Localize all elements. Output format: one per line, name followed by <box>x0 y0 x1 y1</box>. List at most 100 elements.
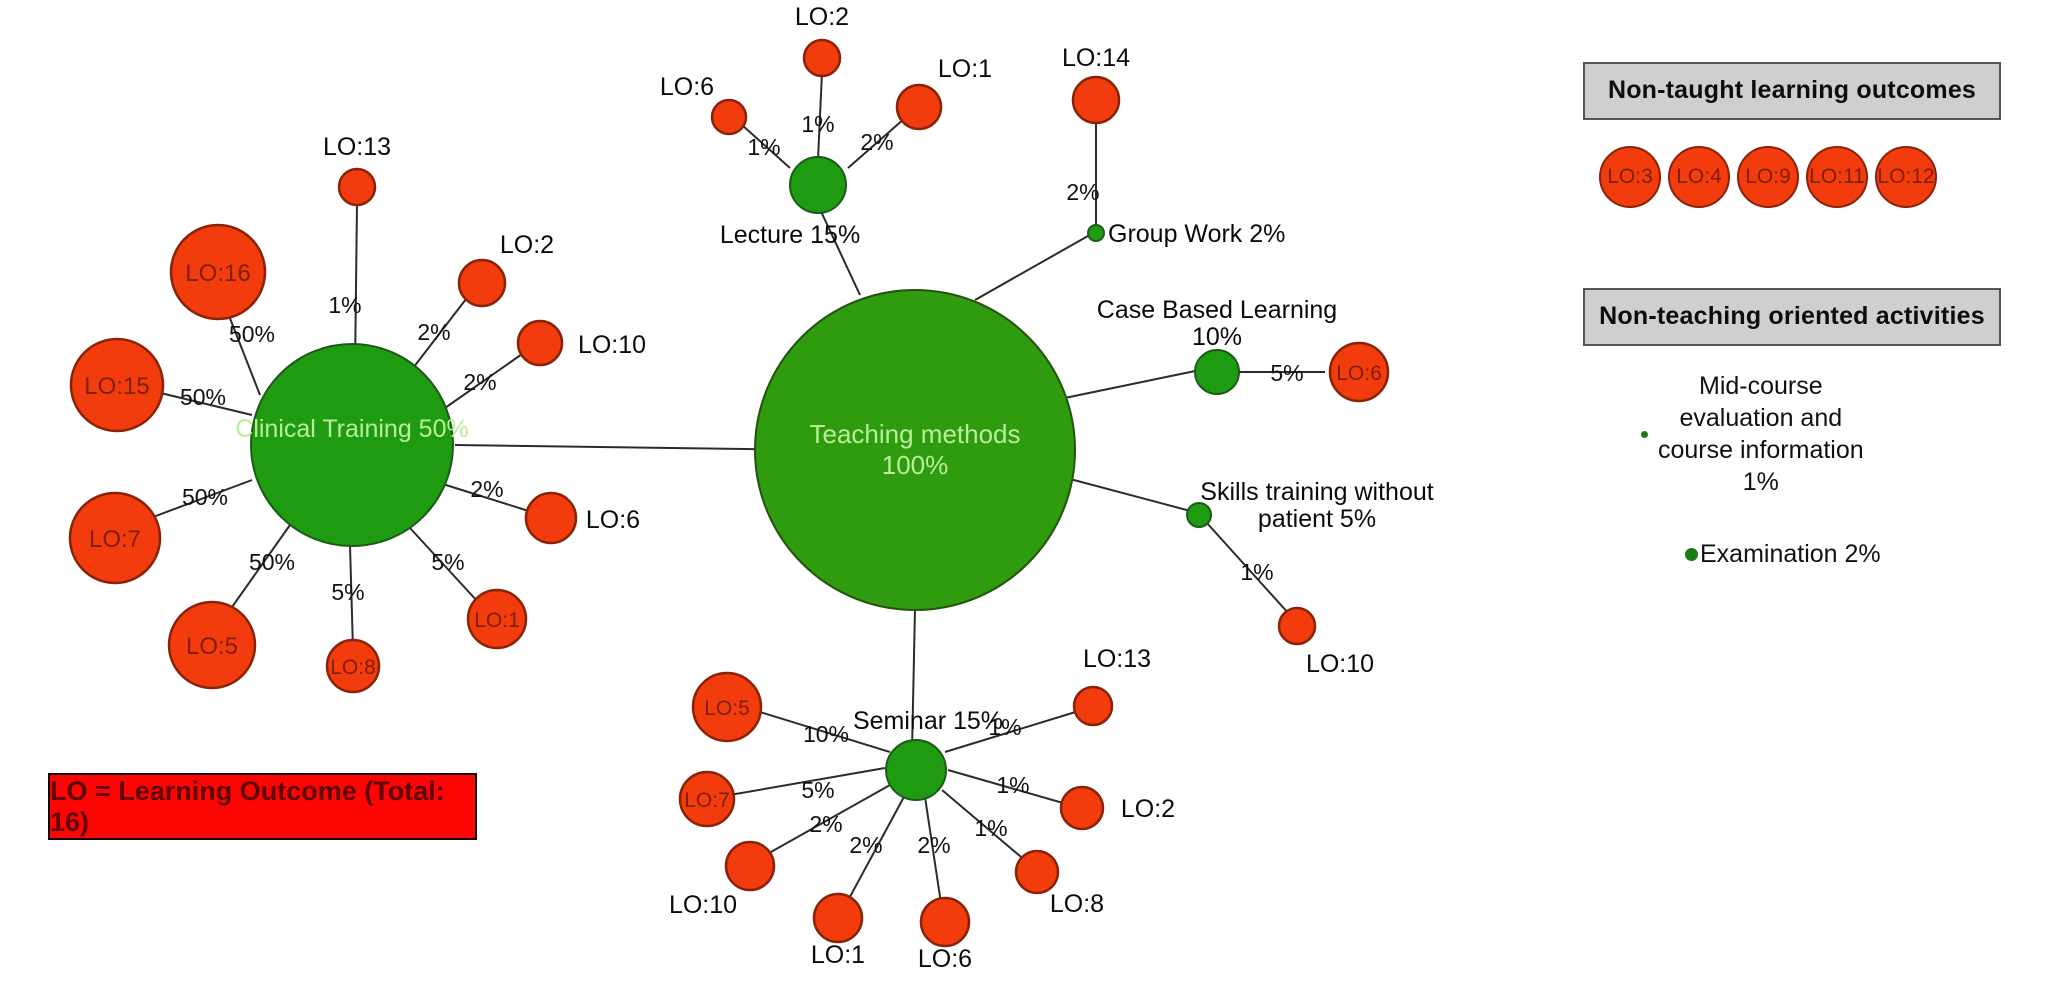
pct-seminar-lo8: 1% <box>974 815 1007 841</box>
non-teaching-legend-panel: Non-teaching oriented activities Mid-cou… <box>1583 288 2001 569</box>
node-lo-6-lecture[interactable] <box>710 98 748 136</box>
node-lo-2-clinical[interactable] <box>457 258 507 308</box>
pct-seminar-lo1: 2% <box>849 832 882 858</box>
pct-seminar-lo2: 1% <box>996 772 1029 798</box>
mid-course-text: Mid-course evaluation and course informa… <box>1658 370 1864 498</box>
edge-seminar-lo10 <box>761 784 891 858</box>
examination-bullet-icon <box>1685 548 1698 561</box>
pct-clinical-lo10: 2% <box>463 369 496 395</box>
pct-seminar-lo13: 1% <box>988 714 1021 740</box>
lo-definition-text: LO = Learning Outcome (Total: 16) <box>50 775 445 837</box>
edge-hub-casebased <box>1054 369 1201 401</box>
node-lo-5-clinical[interactable] <box>167 600 257 690</box>
node-case-based-learning[interactable] <box>1194 349 1240 395</box>
node-lo-13-seminar[interactable] <box>1072 685 1114 727</box>
node-lo-10-seminar[interactable] <box>724 840 776 892</box>
pct-clinical-lo15: 50% <box>180 384 226 410</box>
activity-examination: Examination 2% <box>1583 540 2001 569</box>
node-lo-2-lecture[interactable] <box>802 38 842 78</box>
edge-hub-lecture <box>817 204 861 296</box>
pct-clinical-lo1: 5% <box>431 549 464 575</box>
pct-seminar-lo6: 2% <box>917 832 950 858</box>
node-lo-8-clinical[interactable] <box>325 638 381 694</box>
lecture-label: Lecture 15% <box>720 221 860 249</box>
node-lo-10-clinical[interactable] <box>516 319 564 367</box>
node-lo-15-label: LO:15 <box>84 373 149 400</box>
pct-clinical-lo2: 2% <box>417 319 450 345</box>
hub-label-line2: 100% <box>882 450 949 480</box>
edge-skills-lo10 <box>1205 521 1291 616</box>
pct-clinical-lo6: 2% <box>470 476 503 502</box>
activity-mid-course-evaluation: Mid-course evaluation and course informa… <box>1583 370 2001 498</box>
node-lo-13-seminar-label: LO:13 <box>1083 645 1151 673</box>
node-lo-10-skills[interactable] <box>1277 606 1317 646</box>
legend-circle-lo12[interactable]: LO:12 <box>1875 146 1937 208</box>
node-lo-1-lecture[interactable] <box>895 83 943 131</box>
pct-clinical-lo8: 5% <box>331 579 364 605</box>
clinical-training-label: Clinical Training 50% <box>235 415 468 443</box>
node-lo-5-seminar[interactable] <box>691 671 763 743</box>
seminar-edges <box>723 709 1083 911</box>
skills-label-line2: patient 5% <box>1258 505 1376 533</box>
mid-course-line3: course information <box>1658 436 1864 464</box>
edge-seminar-lo2 <box>947 769 1071 806</box>
node-lo-6-casebased[interactable] <box>1328 341 1390 403</box>
mid-course-line2: evaluation and <box>1679 404 1843 432</box>
pct-lecture-lo1: 2% <box>860 129 893 155</box>
non-taught-legend-panel: Non-taught learning outcomes LO:3 LO:4 L… <box>1583 62 2001 208</box>
node-lo-1-lecture-label: LO:1 <box>938 55 992 83</box>
node-lo-6-clinical[interactable] <box>524 491 578 545</box>
node-lo-2-lecture-label: LO:2 <box>795 3 849 31</box>
hub-label-line1: Teaching methods <box>809 419 1020 449</box>
node-lo-7-seminar[interactable] <box>678 770 736 828</box>
node-lo-5-clinical-label: LO:5 <box>186 633 238 660</box>
edge-lecture-lo2 <box>817 71 823 161</box>
edge-clinical-lo7 <box>144 479 253 521</box>
edge-clinical-lo10 <box>434 351 526 416</box>
node-lo-7-clinical-label: LO:7 <box>89 526 141 553</box>
node-group-work[interactable] <box>1087 224 1105 242</box>
edge-clinical-lo5 <box>224 524 291 618</box>
node-lo-14[interactable] <box>1071 75 1121 125</box>
node-lo-2-seminar[interactable] <box>1059 785 1105 831</box>
edge-seminar-lo6 <box>924 796 943 911</box>
legend-circle-lo4[interactable]: LO:4 <box>1668 146 1730 208</box>
node-lecture[interactable] <box>789 156 847 214</box>
legend-circle-lo9[interactable]: LO:9 <box>1737 146 1799 208</box>
node-lo-16[interactable] <box>169 223 267 321</box>
mid-course-bullet-icon <box>1641 430 1648 438</box>
node-lo-15[interactable] <box>69 337 165 433</box>
node-lo-13-label: LO:13 <box>323 133 391 161</box>
edge-hub-seminar <box>911 607 916 753</box>
legend-circle-lo11[interactable]: LO:11 <box>1806 146 1868 208</box>
non-taught-legend-title: Non-taught learning outcomes <box>1583 62 2001 120</box>
node-lo-10-skills-label: LO:10 <box>1306 650 1374 678</box>
mid-course-line1: Mid-course <box>1699 372 1823 400</box>
node-seminar[interactable] <box>885 739 947 801</box>
node-lo-6-seminar[interactable] <box>919 896 971 948</box>
edge-clinical-lo6 <box>429 479 536 514</box>
legend-circle-lo3[interactable]: LO:3 <box>1599 146 1661 208</box>
node-teaching-methods[interactable] <box>754 289 1076 611</box>
pct-seminar-lo10: 2% <box>809 811 842 837</box>
edge-clinical-lo8 <box>349 544 354 651</box>
node-lo-7-clinical[interactable] <box>68 491 162 585</box>
node-lo-6-casebased-label: LO:6 <box>1336 362 1382 385</box>
pct-casebased-lo6: 5% <box>1270 360 1303 386</box>
edge-seminar-lo5 <box>759 711 891 753</box>
node-lo-8-seminar[interactable] <box>1014 849 1060 895</box>
node-lo-13[interactable] <box>337 167 377 207</box>
node-lo-1-clinical[interactable] <box>466 588 528 650</box>
pct-seminar-lo7: 5% <box>801 777 834 803</box>
node-lo-8-seminar-label: LO:8 <box>1050 890 1104 918</box>
pct-clinical-lo13: 1% <box>328 292 361 318</box>
node-lo-14-label: LO:14 <box>1062 44 1130 72</box>
node-skills-training[interactable] <box>1186 502 1212 528</box>
mid-course-line4: 1% <box>1742 468 1779 496</box>
clinical-edges <box>144 202 536 651</box>
node-lo-6-lecture-label: LO:6 <box>660 73 714 101</box>
edge-seminar-lo8 <box>941 789 1028 863</box>
node-clinical-training[interactable] <box>250 343 454 547</box>
edge-clinical-lo1 <box>409 527 479 603</box>
node-lo-1-seminar[interactable] <box>812 892 864 944</box>
